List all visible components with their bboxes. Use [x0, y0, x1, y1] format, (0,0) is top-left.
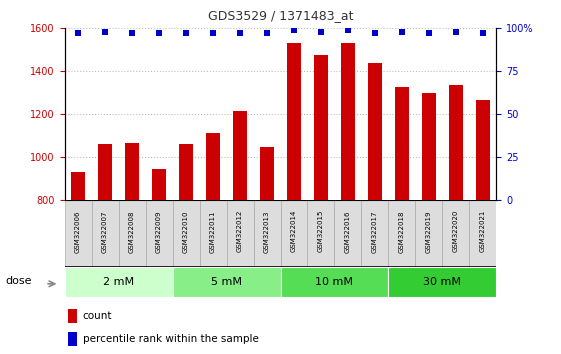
Point [343, 27, 352, 33]
FancyBboxPatch shape [361, 200, 389, 267]
Text: GSM322011: GSM322011 [210, 210, 216, 253]
FancyBboxPatch shape [334, 200, 361, 267]
Text: GSM322019: GSM322019 [426, 210, 432, 253]
Point [479, 31, 488, 36]
Text: GDS3529 / 1371483_at: GDS3529 / 1371483_at [208, 9, 353, 22]
Text: 30 mM: 30 mM [424, 277, 462, 287]
Bar [98, 144, 112, 200]
FancyBboxPatch shape [307, 200, 334, 267]
Text: count: count [82, 311, 112, 321]
Text: GSM322021: GSM322021 [480, 210, 486, 252]
Bar [449, 85, 463, 200]
Text: 2 mM: 2 mM [103, 277, 134, 287]
Text: 5 mM: 5 mM [211, 277, 242, 287]
Bar [341, 43, 356, 200]
Point [154, 31, 163, 36]
Text: 10 mM: 10 mM [315, 277, 353, 287]
FancyBboxPatch shape [416, 200, 443, 267]
Text: GSM322006: GSM322006 [75, 210, 81, 253]
Text: GSM322010: GSM322010 [183, 210, 189, 253]
Bar [287, 43, 301, 200]
Point [127, 31, 136, 36]
FancyBboxPatch shape [470, 200, 496, 267]
FancyBboxPatch shape [389, 200, 416, 267]
Bar [394, 87, 410, 200]
Bar [125, 143, 140, 200]
Bar [151, 169, 167, 200]
Bar [476, 100, 490, 200]
Point [182, 31, 191, 36]
Point [398, 29, 407, 35]
Point [100, 29, 109, 35]
Bar [178, 144, 194, 200]
FancyBboxPatch shape [388, 267, 496, 297]
FancyBboxPatch shape [145, 200, 173, 267]
FancyBboxPatch shape [173, 267, 280, 297]
Point [263, 31, 272, 36]
Text: dose: dose [5, 276, 31, 286]
Text: GSM322017: GSM322017 [372, 210, 378, 253]
Text: GSM322007: GSM322007 [102, 210, 108, 253]
Bar [67, 309, 77, 323]
Point [236, 31, 245, 36]
Point [370, 31, 379, 36]
Text: GSM322015: GSM322015 [318, 210, 324, 252]
Bar [260, 147, 274, 200]
Text: GSM322020: GSM322020 [453, 210, 459, 252]
Bar [67, 332, 77, 346]
FancyBboxPatch shape [280, 200, 307, 267]
Text: GSM322008: GSM322008 [129, 210, 135, 253]
Text: GSM322013: GSM322013 [264, 210, 270, 253]
FancyBboxPatch shape [443, 200, 470, 267]
Point [425, 31, 434, 36]
Point [73, 31, 82, 36]
Bar [367, 63, 383, 200]
Point [452, 29, 461, 35]
Bar [233, 111, 247, 200]
Text: GSM322016: GSM322016 [345, 210, 351, 253]
FancyBboxPatch shape [200, 200, 227, 267]
Bar [71, 172, 85, 200]
Point [316, 29, 325, 35]
FancyBboxPatch shape [280, 267, 388, 297]
FancyBboxPatch shape [173, 200, 200, 267]
FancyBboxPatch shape [227, 200, 254, 267]
Point [289, 27, 298, 33]
Bar [421, 93, 436, 200]
Text: GSM322009: GSM322009 [156, 210, 162, 253]
Bar [314, 55, 328, 200]
Text: GSM322014: GSM322014 [291, 210, 297, 252]
FancyBboxPatch shape [65, 200, 91, 267]
Text: percentile rank within the sample: percentile rank within the sample [82, 334, 259, 344]
Point [209, 31, 218, 36]
Text: GSM322018: GSM322018 [399, 210, 405, 253]
FancyBboxPatch shape [65, 267, 173, 297]
Bar [205, 133, 220, 200]
FancyBboxPatch shape [91, 200, 118, 267]
FancyBboxPatch shape [254, 200, 280, 267]
Text: GSM322012: GSM322012 [237, 210, 243, 252]
FancyBboxPatch shape [118, 200, 145, 267]
